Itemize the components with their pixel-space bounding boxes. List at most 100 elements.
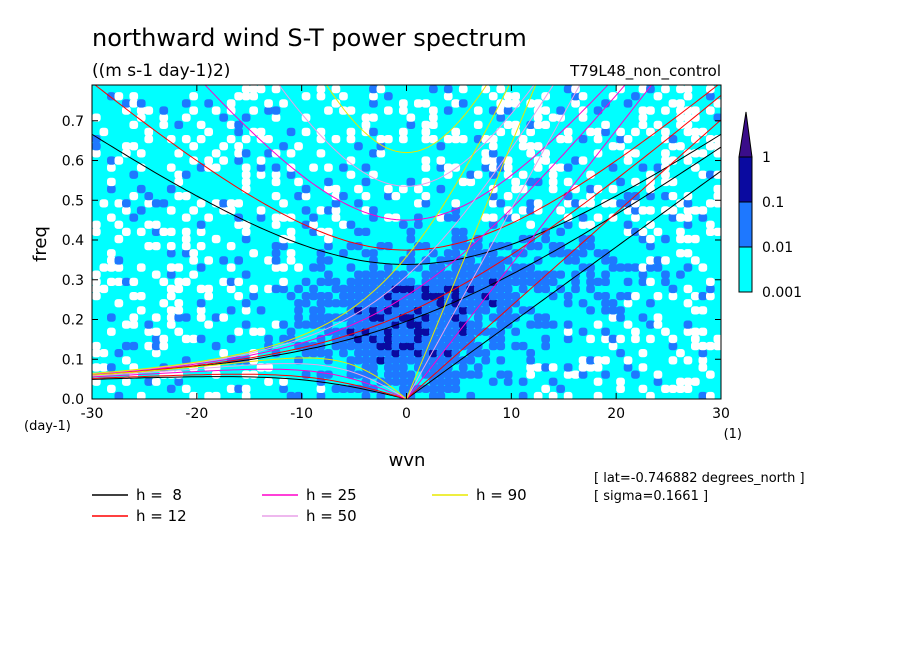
spectrum-cell — [354, 184, 363, 194]
spectrum-cell — [122, 277, 131, 286]
spectrum-cell — [578, 113, 588, 122]
spectrum-cell — [384, 292, 393, 301]
spectrum-cell — [698, 170, 708, 179]
spectrum-cell — [174, 299, 184, 308]
colorbar-label: 0.1 — [762, 195, 784, 211]
spectrum-cell — [488, 313, 498, 322]
spectrum-cell — [399, 356, 408, 365]
spectrum-cell — [391, 334, 401, 344]
spectrum-cell — [556, 270, 565, 279]
spectrum-cell — [608, 334, 618, 344]
spectrum-cell — [661, 127, 670, 137]
spectrum-cell — [204, 391, 213, 399]
spectrum-cell — [429, 313, 438, 322]
spectrum-cell — [369, 341, 378, 351]
spectrum-cell — [638, 227, 648, 236]
spectrum-cell — [683, 249, 693, 258]
spectrum-cell — [241, 227, 251, 236]
spectrum-cell — [369, 127, 378, 137]
spectrum-cell — [526, 370, 535, 379]
spectrum-cell — [294, 320, 303, 329]
spectrum-cell — [601, 299, 610, 308]
spectrum-cell — [316, 292, 326, 301]
spectrum-cell — [436, 320, 446, 329]
spectrum-cell — [354, 270, 363, 279]
spectrum-cell — [578, 242, 588, 251]
spectrum-cell — [174, 177, 184, 187]
spectrum-cell — [339, 92, 348, 101]
spectrum-cell — [286, 227, 296, 236]
spectrum-cell — [234, 256, 243, 265]
spectrum-cell — [653, 263, 663, 272]
spectrum-cell — [526, 149, 535, 158]
spectrum-cell — [548, 184, 558, 194]
spectrum-cell — [526, 356, 535, 365]
spectrum-cell — [436, 356, 446, 365]
spectrum-cell — [563, 327, 573, 336]
spectrum-cell — [399, 220, 408, 229]
legend-label-h12: h = 12 — [136, 507, 187, 525]
spectrum-cell — [286, 213, 296, 222]
spectrum-cell — [414, 263, 423, 272]
spectrum-cell — [361, 306, 371, 315]
spectrum-cell — [436, 391, 446, 399]
spectrum-cell — [361, 163, 371, 172]
x-tick-label: -20 — [185, 406, 208, 422]
spectrum-cell — [616, 263, 625, 272]
spectrum-cell — [429, 292, 438, 301]
spectrum-cell — [586, 220, 595, 229]
spectrum-cell — [421, 156, 431, 165]
spectrum-cell — [226, 99, 236, 108]
spectrum-cell — [241, 220, 251, 229]
x-tick-label: 20 — [607, 406, 625, 422]
spectrum-cell — [436, 284, 446, 294]
spectrum-cell — [503, 106, 513, 115]
spectrum-cell — [511, 292, 520, 301]
spectrum-cell — [196, 284, 206, 294]
spectrum-cell — [271, 320, 281, 329]
spectrum-cell — [496, 292, 506, 301]
spectrum-cell — [279, 142, 288, 151]
spectrum-cell — [151, 199, 161, 208]
spectrum-cell — [369, 277, 378, 286]
spectrum-cell — [339, 163, 348, 172]
x-axis: -30 -20 -10 0 10 20 30 — [81, 85, 730, 422]
spectrum-cell — [608, 199, 618, 208]
spectrum-cell — [376, 349, 386, 358]
spectrum-cell — [286, 327, 296, 336]
spectrum-cell — [458, 356, 468, 365]
spectrum-cell — [174, 277, 184, 286]
spectrum-cell — [92, 349, 101, 358]
spectrum-cell — [481, 270, 491, 279]
spectrum-cell — [668, 356, 678, 365]
spectrum-cell — [399, 363, 408, 372]
spectrum-cell — [631, 206, 640, 215]
spectrum-cell — [533, 284, 543, 294]
spectrum-cell — [331, 135, 341, 144]
spectrum-cell — [473, 120, 483, 129]
spectrum-cell — [638, 234, 648, 244]
spectrum-cell — [144, 106, 154, 115]
spectrum-cell — [376, 313, 386, 322]
spectrum-cell — [473, 363, 483, 372]
spectrum-cell — [219, 277, 228, 286]
spectrum-cell — [623, 199, 633, 208]
spectrum-cell — [286, 292, 296, 301]
spectrum-cell — [593, 277, 603, 286]
spectrum-cell — [436, 341, 446, 351]
spectrum-cell — [249, 106, 258, 115]
spectrum-cell — [601, 199, 610, 208]
spectrum-cell — [234, 142, 243, 151]
spectrum-cell — [92, 220, 101, 229]
spectrum-cell — [451, 135, 461, 144]
spectrum-cell — [676, 199, 685, 208]
spectrum-cell — [391, 356, 401, 365]
spectrum-cell — [354, 306, 363, 315]
spectrum-cell — [473, 320, 483, 329]
spectrum-cell — [571, 199, 580, 208]
spectrum-cell — [369, 149, 378, 158]
spectrum-cell — [429, 320, 438, 329]
spectrum-cell — [473, 284, 483, 294]
spectrum-cell — [369, 306, 378, 315]
spectrum-cell — [556, 284, 565, 294]
